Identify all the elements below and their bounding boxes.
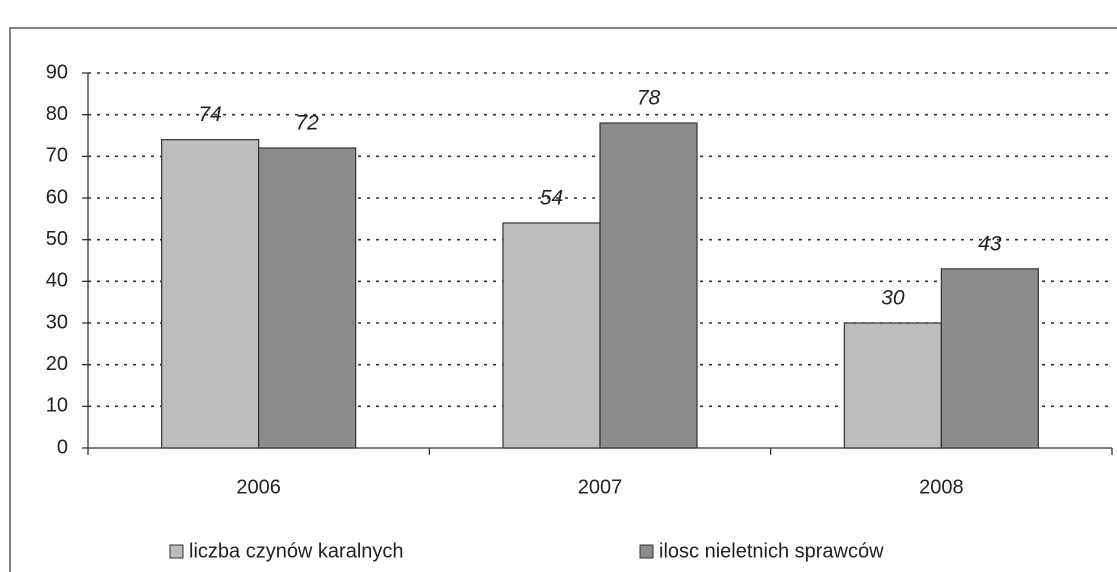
- legend-label: ilosc nieletnich sprawców: [659, 540, 884, 562]
- bar: [940, 268, 1039, 449]
- bar: [599, 122, 698, 449]
- data-label: 54: [540, 187, 563, 210]
- y-tick-label: 70: [46, 145, 68, 167]
- legend-label: liczba czynów karalnych: [189, 540, 404, 562]
- y-tick-label: 50: [46, 228, 68, 250]
- y-tick-label: 90: [46, 61, 68, 83]
- bar: [258, 147, 357, 449]
- x-tick-label: 2006: [236, 476, 281, 498]
- data-label: 43: [978, 232, 1002, 255]
- x-tick-label: 2008: [919, 476, 964, 498]
- bar: [161, 139, 260, 449]
- y-tick-label: 80: [46, 103, 68, 125]
- x-tick-label: 2007: [578, 476, 623, 498]
- chart-frame: [9, 27, 1117, 572]
- bar: [843, 322, 942, 449]
- y-tick-label: 10: [46, 395, 68, 417]
- y-tick-label: 20: [46, 353, 68, 375]
- y-tick-label: 40: [46, 270, 68, 292]
- data-label: 30: [881, 287, 905, 310]
- data-label: 78: [637, 87, 661, 110]
- y-tick-label: 30: [46, 311, 68, 333]
- y-tick-label: 60: [46, 186, 68, 208]
- y-tick-label: 0: [57, 436, 68, 458]
- data-label: 72: [295, 112, 319, 135]
- legend-swatch: [169, 544, 184, 559]
- bar: [502, 222, 601, 449]
- data-label: 74: [198, 103, 221, 126]
- legend-swatch: [639, 544, 654, 559]
